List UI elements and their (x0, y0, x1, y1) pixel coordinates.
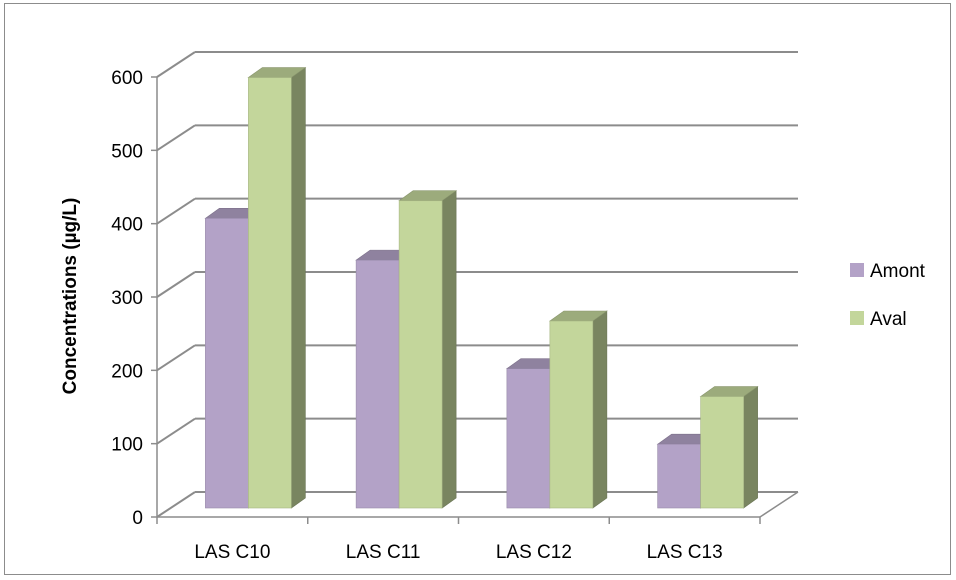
floor-right-edge (759, 491, 799, 518)
side-wall-gridline (156, 491, 196, 518)
bar-side (743, 385, 758, 509)
bar-aval-las-c12 (548, 310, 608, 509)
side-wall-gridline (156, 417, 196, 445)
bar-aval-las-c11 (398, 190, 458, 509)
y-tick-label: 300 (111, 288, 143, 309)
side-wall-gridline (156, 124, 196, 152)
bar-front (248, 77, 292, 509)
side-wall-gridline (156, 197, 196, 225)
legend: Amont Aval (850, 261, 926, 330)
bar-front (355, 259, 400, 509)
legend-label-aval: Aval (870, 309, 907, 330)
bar-front (506, 368, 551, 509)
bar-aval-las-c10 (247, 66, 307, 509)
legend-swatch-amont (850, 263, 864, 277)
legend-swatch-aval (850, 311, 864, 325)
y-tick-label: 100 (111, 435, 143, 456)
bar-aval-las-c13 (699, 385, 759, 509)
side-wall-gridline (156, 51, 196, 78)
chart-frame (4, 3, 951, 575)
x-tick-label: LAS C13 (647, 542, 723, 563)
y-tick-label: 500 (111, 141, 143, 162)
side-wall-gridline (156, 271, 196, 298)
bar-side (291, 66, 306, 509)
legend-label-amont: Amont (870, 261, 926, 282)
bar-front (700, 396, 744, 509)
bar-front (398, 200, 443, 509)
y-tick-label: 400 (111, 215, 143, 236)
x-axis: LAS C10 LAS C11 LAS C12 LAS C13 (156, 491, 799, 563)
bars (204, 66, 759, 509)
y-axis-title: Concentrations (µg/L) (60, 198, 81, 395)
bar-front (549, 320, 594, 509)
y-axis: 0 100 200 300 400 500 600 (111, 68, 158, 529)
side-wall-gridline (156, 344, 196, 372)
bar-front (205, 218, 249, 509)
bar-side (441, 190, 457, 509)
bar-front (657, 443, 701, 509)
x-tick-label: LAS C11 (346, 542, 421, 563)
y-tick-label: 0 (132, 508, 143, 529)
y-tick-label: 200 (111, 361, 143, 382)
bar-side (592, 310, 608, 509)
y-tick-label: 600 (111, 68, 143, 89)
x-tick-label: LAS C10 (194, 542, 270, 563)
x-tick-label: LAS C12 (496, 542, 572, 563)
